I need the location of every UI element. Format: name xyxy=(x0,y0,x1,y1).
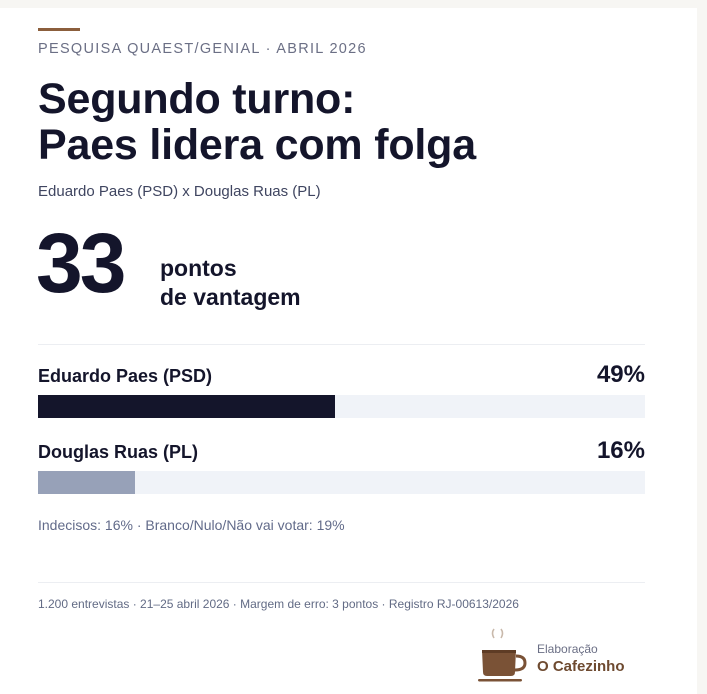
credit-block: Elaboração O Cafezinho xyxy=(477,626,677,686)
credit-brand: O Cafezinho xyxy=(537,658,625,675)
candidate-name: Douglas Ruas (PL) xyxy=(38,442,199,462)
divider xyxy=(38,344,645,345)
bar-fill xyxy=(38,395,336,418)
coffee-cup-icon xyxy=(478,628,527,682)
kicker: PESQUISA QUAEST/GENIAL · ABRIL 2026 xyxy=(38,41,367,57)
page-title: Segundo turno: Paes lidera com folga xyxy=(38,76,476,168)
methodology-note: 1.200 entrevistas · 21–25 abril 2026 · M… xyxy=(38,597,519,611)
candidate-percentage: 16% xyxy=(596,437,645,464)
candidate-percentage: 49% xyxy=(596,361,645,388)
bar-track xyxy=(38,395,645,418)
lead-label-line-1: pontos xyxy=(160,255,237,281)
poll-card: PESQUISA QUAEST/GENIAL · ABRIL 2026 Segu… xyxy=(0,8,697,694)
lead-label-line-2: de vantagem xyxy=(160,284,301,310)
accent-bar xyxy=(38,28,80,31)
divider xyxy=(38,582,645,583)
undecided-footnote: Indecisos: 16% · Branco/Nulo/Não vai vot… xyxy=(38,517,345,533)
bar-track xyxy=(38,471,645,494)
title-line-1: Segundo turno: xyxy=(38,75,356,123)
subtitle: Eduardo Paes (PSD) x Douglas Ruas (PL) xyxy=(38,183,321,200)
lead-margin-number: 33 xyxy=(36,216,126,310)
title-line-2: Paes lidera com folga xyxy=(38,121,476,169)
bar-fill xyxy=(38,471,136,494)
lead-margin-label: pontos de vantagem xyxy=(160,254,301,312)
credit-label: Elaboração xyxy=(537,642,598,656)
candidate-name: Eduardo Paes (PSD) xyxy=(38,366,213,386)
